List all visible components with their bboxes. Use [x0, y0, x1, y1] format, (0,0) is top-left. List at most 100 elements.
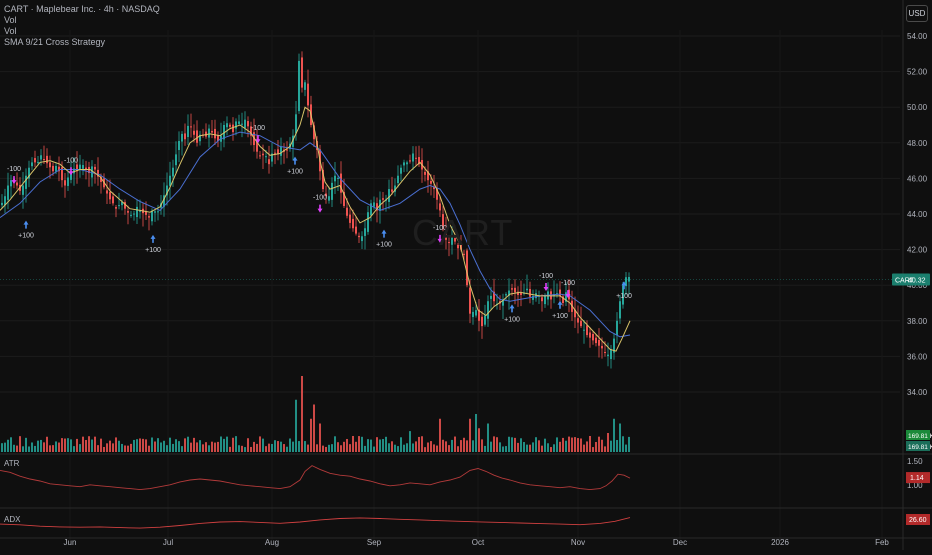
- price-tick-label: 36.00: [907, 352, 928, 361]
- volume-bar: [463, 437, 465, 452]
- adx-pane-label[interactable]: ADX: [4, 515, 21, 524]
- volume-bar: [370, 439, 372, 452]
- candle-body: [190, 126, 192, 128]
- volume-bar: [112, 443, 114, 452]
- volume-bar: [70, 439, 72, 452]
- volume-bar: [550, 447, 552, 452]
- volume-indicator-label[interactable]: Vol: [4, 15, 17, 25]
- volume-bar: [457, 446, 459, 452]
- candle-body: [574, 309, 576, 318]
- volume-bar: [580, 438, 582, 452]
- volume-bar: [25, 437, 27, 452]
- volume-bar: [67, 438, 69, 452]
- sma-fast-line: [0, 106, 631, 352]
- candle-body: [373, 202, 375, 207]
- chart-legend: CART · Maplebear Inc. · 4h · NASDAQ Vol …: [4, 4, 160, 48]
- volume-bar: [133, 439, 135, 452]
- volume-bar: [397, 446, 399, 452]
- buy-signal-label: +100: [18, 233, 34, 240]
- sell-signal-label: -100: [7, 166, 21, 173]
- candle-body: [490, 295, 492, 299]
- candle-body: [7, 185, 9, 200]
- candle-body: [118, 205, 120, 207]
- volume-value-label: 169.81 K: [908, 433, 932, 440]
- volume-bar: [121, 443, 123, 452]
- candle-body: [304, 82, 306, 90]
- time-axis-label: 2026: [771, 538, 789, 547]
- candle-body: [619, 301, 621, 319]
- volume-bar: [502, 446, 504, 452]
- volume-indicator-label-2[interactable]: Vol: [4, 26, 17, 36]
- volume-bar: [319, 423, 321, 452]
- volume-bar: [106, 443, 108, 452]
- candle-body: [163, 195, 165, 207]
- candle-body: [598, 339, 600, 346]
- volume-bar: [37, 440, 39, 452]
- candle-body: [115, 207, 117, 209]
- candle-body: [313, 125, 315, 140]
- candle-body: [340, 173, 342, 193]
- volume-bar: [349, 444, 351, 452]
- volume-bar: [178, 441, 180, 452]
- volume-bar: [544, 438, 546, 452]
- volume-bar: [55, 441, 57, 452]
- volume-bar: [196, 442, 198, 452]
- candle-body: [10, 180, 12, 187]
- candle-body: [286, 149, 288, 151]
- volume-bar: [451, 439, 453, 452]
- volume-bar: [166, 445, 168, 452]
- volume-bar: [52, 445, 54, 452]
- candle-body: [256, 141, 258, 152]
- volume-bar: [361, 436, 363, 452]
- candle-body: [451, 237, 453, 245]
- strategy-label[interactable]: SMA 9/21 Cross Strategy: [4, 37, 106, 47]
- volume-bar: [10, 437, 12, 452]
- volume-bar: [22, 446, 24, 452]
- currency-button[interactable]: USD: [906, 5, 928, 22]
- candle-body: [106, 190, 108, 194]
- volume-bar: [517, 442, 519, 452]
- volume-bar: [82, 436, 84, 452]
- volume-bar: [235, 436, 237, 452]
- volume-bar: [583, 444, 585, 452]
- buy-signal-arrow: [150, 234, 156, 243]
- candle-body: [169, 175, 171, 186]
- sell-signal-label: -100: [251, 125, 265, 132]
- candle-body: [88, 166, 90, 174]
- volume-bar: [622, 436, 624, 452]
- candle-body: [229, 124, 231, 127]
- candle-body: [70, 171, 72, 180]
- candle-body: [244, 119, 246, 128]
- candle-body: [502, 299, 504, 306]
- candle-body: [478, 309, 480, 321]
- volume-bar: [391, 441, 393, 452]
- candle-body: [322, 169, 324, 190]
- candle-body: [298, 60, 300, 112]
- volume-bar: [367, 439, 369, 452]
- candle-body: [454, 238, 456, 242]
- last-price-value: 40.32: [908, 278, 926, 285]
- candle-body: [211, 130, 213, 133]
- volume-bar: [508, 436, 510, 452]
- price-tick-label: 40.00: [907, 281, 928, 290]
- symbol-title[interactable]: CART · Maplebear Inc. · 4h · NASDAQ: [4, 4, 160, 14]
- candle-body: [178, 141, 180, 151]
- volume-bar: [184, 438, 186, 452]
- sell-signal-arrow: [255, 135, 261, 144]
- candle-body: [85, 167, 87, 170]
- candle-body: [205, 131, 207, 137]
- volume-bar: [481, 439, 483, 452]
- sell-signal-arrow: [68, 167, 74, 176]
- volume-bar: [127, 445, 129, 452]
- volume-bar: [295, 399, 297, 452]
- candle-body: [628, 277, 630, 282]
- volume-bar: [409, 431, 411, 452]
- candle-body: [442, 214, 444, 227]
- volume-bar: [199, 440, 201, 452]
- atr-value-badge: [906, 472, 930, 484]
- candle-body: [166, 185, 168, 196]
- atr-pane-label[interactable]: ATR: [4, 459, 20, 468]
- candle-body: [370, 203, 372, 216]
